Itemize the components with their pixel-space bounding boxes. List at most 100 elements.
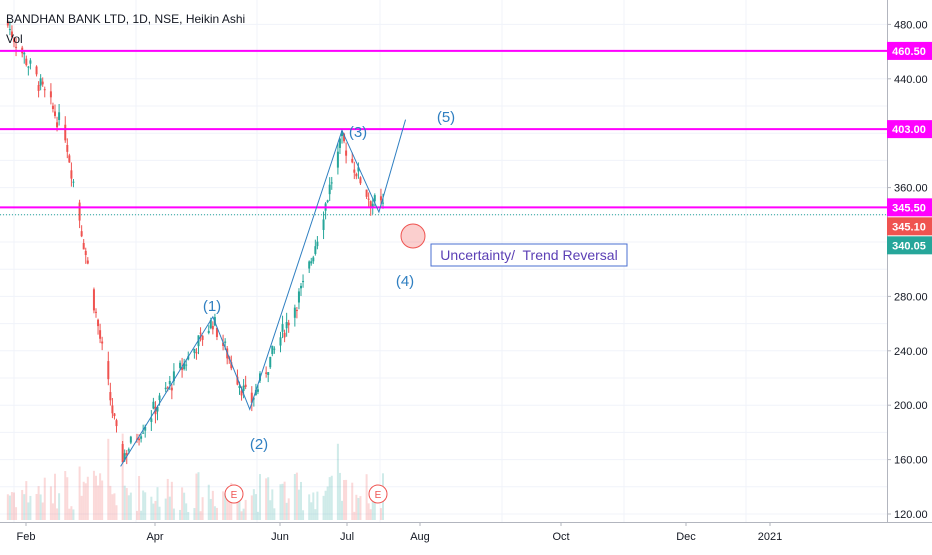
volume-bar — [15, 507, 18, 520]
candle — [54, 104, 56, 119]
volume-bar — [37, 486, 40, 520]
volume-bar — [345, 479, 348, 520]
volume-bar — [353, 511, 356, 520]
price-badge: 460.50 — [887, 41, 932, 60]
volume-bar — [41, 502, 44, 520]
volume-bar — [250, 495, 253, 520]
candle — [156, 405, 159, 421]
candle — [365, 189, 368, 199]
candle — [308, 260, 311, 274]
candle — [92, 287, 95, 314]
callout-box[interactable] — [430, 243, 628, 267]
candle — [371, 198, 374, 215]
volume-bar — [107, 438, 110, 520]
volume-bar — [326, 486, 329, 520]
volume-bar — [244, 499, 247, 520]
candle — [367, 192, 370, 208]
earnings-marker[interactable]: E — [224, 484, 244, 504]
volume-bar — [123, 485, 126, 520]
volume-bar — [373, 495, 376, 520]
candle — [172, 363, 175, 386]
volume-bar — [300, 481, 302, 520]
volume-bar — [222, 491, 225, 520]
candle — [27, 65, 30, 76]
volume-bar — [193, 508, 196, 520]
volume-bar — [238, 499, 241, 520]
candle — [129, 435, 132, 445]
volume-bar — [127, 495, 130, 520]
volume-bar — [283, 481, 286, 520]
elliott-wave-drawing[interactable] — [120, 119, 407, 467]
volume-bar — [302, 510, 305, 520]
candle — [244, 375, 247, 390]
volume-bar — [295, 472, 298, 520]
volume-bar — [201, 497, 204, 520]
candle — [271, 345, 274, 357]
volume-bar — [99, 473, 102, 520]
volume-bar — [252, 489, 255, 520]
candle — [314, 239, 317, 256]
volume-bar — [308, 494, 311, 520]
candle — [58, 103, 61, 126]
candle — [193, 348, 196, 359]
volume-bar — [109, 485, 112, 520]
volume-bar — [144, 492, 147, 520]
volume-bar — [181, 487, 184, 520]
candle — [109, 382, 112, 406]
volume-bar — [170, 481, 173, 520]
candle — [82, 239, 85, 250]
candle — [170, 384, 173, 400]
volume-bar — [242, 508, 245, 520]
volume-bar — [142, 490, 145, 520]
earnings-marker[interactable]: E — [368, 484, 388, 504]
candle — [302, 274, 305, 288]
candle — [207, 325, 210, 335]
volume-bar — [269, 500, 272, 520]
candle — [293, 304, 296, 327]
horizontal-levels[interactable] — [0, 49, 887, 216]
candle — [84, 247, 87, 264]
price-tick-label: 360.00 — [894, 183, 928, 195]
candle — [265, 366, 268, 378]
volume-bar — [140, 510, 143, 520]
volume-bar — [336, 443, 339, 520]
volume-bar — [213, 506, 216, 520]
highlight-circle[interactable] — [400, 223, 426, 249]
volume-bar — [125, 488, 128, 520]
volume-bar — [8, 495, 11, 520]
time-tick-label: Apr — [146, 531, 163, 543]
candle — [359, 176, 362, 185]
candle — [51, 102, 54, 113]
volume-bar — [314, 509, 317, 520]
candle — [43, 86, 46, 98]
volume-bar — [64, 471, 67, 520]
candle — [267, 372, 270, 383]
wave-path[interactable] — [120, 119, 407, 467]
earnings-marker-label: E — [375, 490, 382, 501]
candle — [250, 386, 253, 412]
volume-bar — [254, 494, 257, 520]
candle — [121, 441, 124, 463]
candle — [23, 51, 26, 64]
volume-bar — [13, 492, 15, 520]
price-tick-label: 160.00 — [894, 455, 928, 467]
candle — [115, 418, 118, 433]
volume-bar — [273, 508, 276, 520]
volume-bar — [95, 475, 97, 520]
volume-bar — [80, 495, 83, 520]
price-badges: 460.50 403.00 345.50 345.10 340.05 — [887, 41, 932, 255]
price-badge-label: 340.05 — [892, 240, 926, 252]
price-axis[interactable]: 520.00480.00440.00400.00360.00320.00280.… — [887, 0, 928, 521]
volume-bar — [78, 466, 81, 520]
volume-bar — [215, 507, 218, 520]
volume-bar — [92, 470, 95, 520]
volume-bar — [136, 510, 138, 520]
wave-label-5: (5) — [437, 109, 455, 126]
volume-bar — [338, 472, 341, 520]
candle — [283, 329, 286, 343]
candle — [195, 348, 198, 360]
wave-label-2: (2) — [250, 436, 268, 453]
time-axis[interactable]: Feb Apr Jun Jul Aug Oct Dec 2021 — [17, 522, 783, 543]
candle — [355, 172, 358, 180]
